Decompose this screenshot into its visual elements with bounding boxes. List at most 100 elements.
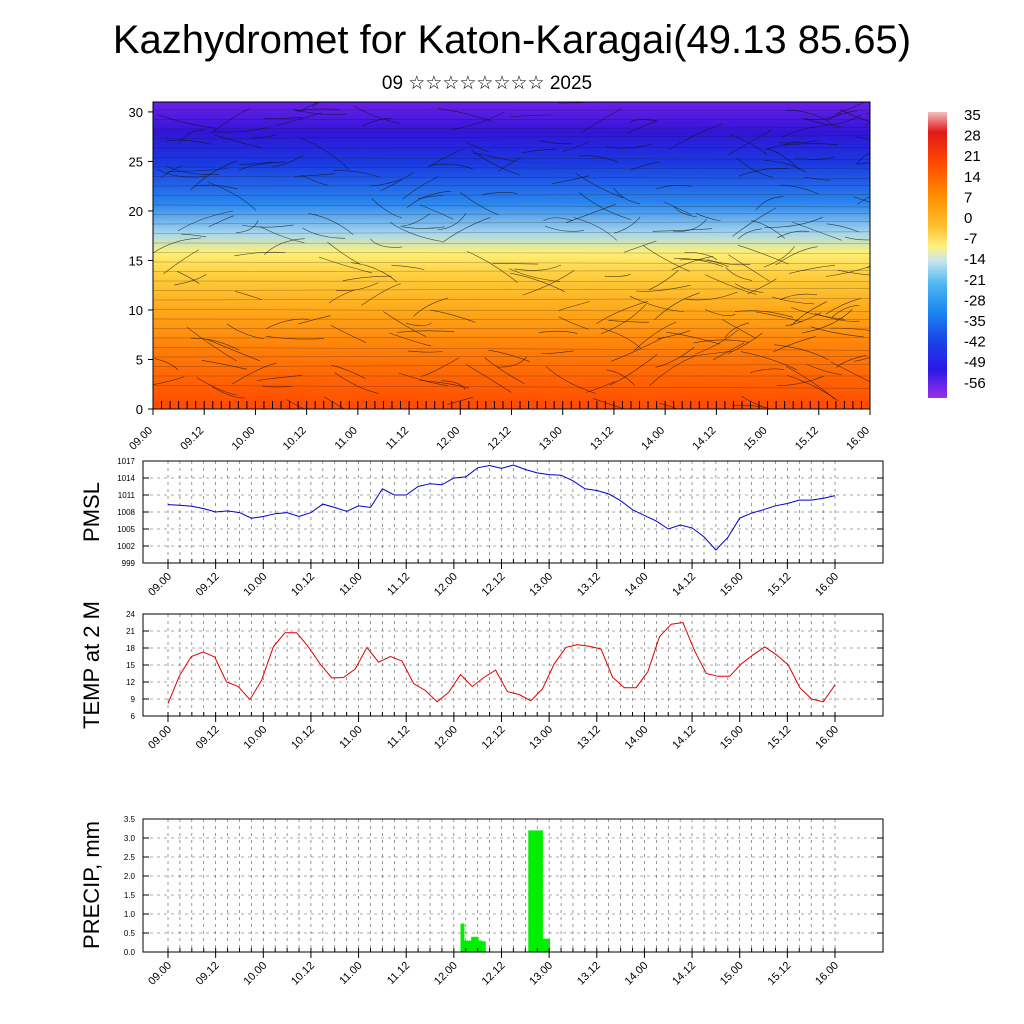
- x-tick-label: 09.00: [146, 960, 174, 988]
- streamline: [293, 108, 347, 116]
- temp-y-label: TEMP at 2 M: [79, 601, 104, 729]
- streamline: [153, 147, 870, 149]
- y-tick-label: 1005: [117, 525, 135, 534]
- y-tick-label: 3.5: [124, 815, 136, 824]
- streamline: [827, 110, 857, 121]
- streamline: [693, 339, 749, 344]
- x-tick-label: 12.12: [486, 425, 514, 453]
- streamline: [740, 351, 798, 371]
- y-tick-label: 25: [129, 154, 143, 169]
- streamline: [181, 233, 207, 238]
- streamline: [786, 366, 835, 400]
- y-tick-label: 1014: [117, 474, 135, 483]
- streamline: [208, 215, 235, 228]
- chart-title: Kazhydromet for Katon-Karagai(49.13 85.6…: [112, 18, 912, 62]
- streamline: [484, 357, 525, 384]
- streamline: [779, 293, 817, 300]
- streamline: [351, 262, 398, 283]
- streamline: [845, 236, 870, 241]
- streamline: [657, 330, 691, 340]
- x-tick-label: 09.12: [194, 571, 222, 599]
- streamline: [177, 210, 234, 232]
- colorbar-label: -56: [964, 375, 986, 392]
- heatmap-warm-core: [543, 364, 653, 409]
- colorbar-label: 7: [964, 189, 972, 206]
- precip-bars: [460, 830, 550, 952]
- y-tick-label: 3.0: [124, 834, 136, 843]
- streamline: [391, 264, 425, 270]
- precip-y-axis: 0.0 0.5 1.0 1.5 2.0 2.5 3.0 3.5: [124, 815, 883, 957]
- streamline: [301, 174, 329, 186]
- y-tick-label: 0: [136, 402, 143, 417]
- streamline: [153, 237, 202, 254]
- streamline: [179, 129, 205, 144]
- streamline: [429, 309, 476, 323]
- streamline: [801, 309, 853, 334]
- streamline: [782, 143, 838, 146]
- streamline: [437, 213, 467, 231]
- x-tick-label: 16.00: [813, 960, 841, 988]
- streamline: [157, 114, 215, 129]
- streamline: [510, 114, 552, 117]
- precip-bar: [460, 923, 465, 952]
- streamline: [734, 283, 764, 293]
- streamline: [865, 122, 870, 126]
- streamline: [153, 204, 870, 208]
- x-tick-label: 09.12: [194, 724, 222, 752]
- streamline: [541, 350, 574, 354]
- streamline: [153, 309, 870, 312]
- x-tick-label: 10.00: [241, 960, 269, 988]
- x-tick-label: 12.12: [480, 960, 508, 988]
- streamline: [608, 320, 649, 323]
- streamline: [153, 213, 870, 215]
- streamline: [668, 123, 722, 150]
- colorbar-label: -14: [964, 251, 986, 268]
- streamline: [634, 321, 677, 351]
- streamline: [729, 133, 768, 155]
- heatmap-panel: 0 5 10 15 20 25 30 09.00 09.12 10.00 10.12 11.00 11…: [127, 101, 872, 453]
- y-tick-label: 1017: [117, 457, 135, 466]
- streamline: [738, 245, 789, 265]
- streamline: [153, 221, 870, 225]
- streamline: [240, 161, 273, 165]
- temp-frame: [142, 613, 884, 717]
- colorbar-label: -42: [964, 334, 986, 351]
- streamline: [695, 329, 739, 355]
- streamline: [552, 175, 590, 184]
- streamline: [728, 129, 773, 155]
- streamline: [481, 192, 518, 195]
- streamline: [544, 225, 585, 232]
- x-tick-label: 16.00: [813, 571, 841, 599]
- streamline: [763, 246, 795, 268]
- colorbar-label: -21: [964, 272, 986, 289]
- y-tick-label: 15: [129, 253, 143, 268]
- wind-streamlines: [153, 102, 870, 409]
- x-tick-label: 15.12: [793, 425, 821, 453]
- streamline: [297, 102, 319, 113]
- streamline: [406, 190, 452, 209]
- streamline: [153, 261, 870, 264]
- streamline: [575, 172, 624, 199]
- precip-panel: 0.0 0.5 1.0 1.5 2.0 2.5 3.0 3.5 09.00 09.12 10.00…: [79, 815, 884, 988]
- streamline: [586, 381, 615, 393]
- streamline: [242, 224, 294, 228]
- x-tick-label: 11.00: [337, 960, 364, 987]
- streamline: [201, 360, 248, 370]
- streamline: [837, 269, 870, 276]
- x-tick-label: 11.12: [385, 724, 412, 751]
- streamline: [153, 127, 870, 130]
- y-tick-label: 1.0: [124, 910, 136, 919]
- streamline: [402, 176, 439, 200]
- streamline: [369, 238, 403, 248]
- y-tick-label: 12: [126, 678, 135, 687]
- precip-bar: [539, 830, 543, 952]
- precip-bar: [535, 830, 540, 952]
- streamline: [764, 159, 806, 173]
- streamline: [488, 349, 530, 362]
- x-tick-label: 15.12: [766, 571, 794, 599]
- streamline: [449, 111, 505, 131]
- pmsl-y-axis: 999 1002 1005 1008 1011 1014 1017: [117, 457, 883, 568]
- streamline: [153, 176, 870, 179]
- streamline: [153, 252, 870, 254]
- streamline: [643, 245, 691, 272]
